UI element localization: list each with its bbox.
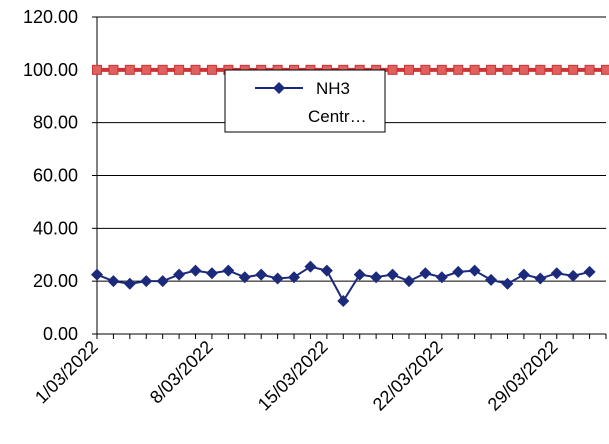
data-point-centr xyxy=(518,64,529,75)
data-point-nh3 xyxy=(222,264,235,277)
x-tick-label: 1/03/2022 xyxy=(31,337,102,408)
data-point-centr xyxy=(92,64,102,75)
data-point-nh3 xyxy=(173,268,186,281)
x-tick-label: 22/03/2022 xyxy=(369,337,447,415)
data-point-nh3 xyxy=(370,271,383,284)
data-point-centr xyxy=(453,64,464,75)
data-point-nh3 xyxy=(255,268,268,281)
data-point-centr xyxy=(436,64,447,75)
data-point-centr xyxy=(486,64,497,75)
y-tick-label: 20.00 xyxy=(33,271,78,291)
data-point-centr xyxy=(206,64,217,75)
data-point-nh3 xyxy=(337,294,350,307)
y-tick-label: 100.00 xyxy=(23,60,78,80)
data-point-centr xyxy=(601,64,609,75)
data-point-centr xyxy=(141,64,152,75)
data-point-nh3 xyxy=(550,267,563,280)
legend-label-centr: Centr… xyxy=(308,107,367,126)
data-point-nh3 xyxy=(156,275,169,288)
x-tick-label: 29/03/2022 xyxy=(484,337,562,415)
data-point-nh3 xyxy=(238,271,251,284)
y-tick-label: 60.00 xyxy=(33,166,78,186)
x-axis-ticks: 1/03/2022 8/03/2022 15/03/2022 22/03/2022 29… xyxy=(31,334,607,415)
data-point-centr xyxy=(502,64,513,75)
data-point-nh3 xyxy=(353,268,366,281)
data-point-centr xyxy=(124,64,135,75)
data-point-nh3 xyxy=(91,268,103,281)
data-point-nh3 xyxy=(468,264,481,277)
x-tick-label: 15/03/2022 xyxy=(254,337,332,415)
data-point-nh3 xyxy=(320,264,333,277)
data-point-nh3 xyxy=(435,271,448,284)
data-point-centr xyxy=(190,64,201,75)
data-point-nh3 xyxy=(123,277,136,290)
data-point-nh3 xyxy=(304,260,317,273)
data-point-centr xyxy=(387,64,398,75)
legend-box xyxy=(224,69,386,133)
data-point-nh3 xyxy=(189,264,202,277)
legend-marker-nh3 xyxy=(273,82,285,94)
data-point-nh3 xyxy=(534,272,547,285)
data-point-nh3 xyxy=(402,275,415,288)
data-point-centr xyxy=(157,64,168,75)
data-point-centr xyxy=(568,64,579,75)
legend: NH3 Centr… xyxy=(224,69,386,133)
data-point-centr xyxy=(108,64,119,75)
y-tick-label: 120.00 xyxy=(23,7,78,27)
data-point-centr xyxy=(535,64,546,75)
gridlines xyxy=(97,16,606,282)
data-point-centr xyxy=(584,64,595,75)
y-tick-label: 40.00 xyxy=(33,218,78,238)
y-axis-ticks: 0.00 20.00 40.00 60.00 80.00 100.00 120.00 xyxy=(23,7,97,344)
data-point-nh3 xyxy=(419,267,432,280)
legend-label-nh3: NH3 xyxy=(316,79,350,98)
data-point-nh3 xyxy=(288,271,301,284)
data-point-centr xyxy=(403,64,414,75)
data-point-nh3 xyxy=(501,277,514,290)
data-point-nh3 xyxy=(205,267,218,280)
y-tick-label: 80.00 xyxy=(33,113,78,133)
data-point-centr xyxy=(420,64,431,75)
data-point-centr xyxy=(469,64,480,75)
data-point-nh3 xyxy=(517,268,530,281)
data-point-nh3 xyxy=(107,275,120,288)
data-point-nh3 xyxy=(485,273,498,286)
data-point-nh3 xyxy=(567,269,580,282)
data-point-nh3 xyxy=(452,265,465,278)
data-point-centr xyxy=(174,64,185,75)
y-tick-label: 0.00 xyxy=(43,324,78,344)
data-point-nh3 xyxy=(271,272,284,285)
data-point-nh3 xyxy=(140,275,153,288)
data-point-nh3 xyxy=(583,265,596,278)
data-point-nh3 xyxy=(386,268,399,281)
x-tick-label: 8/03/2022 xyxy=(146,337,217,408)
data-point-centr xyxy=(551,64,562,75)
